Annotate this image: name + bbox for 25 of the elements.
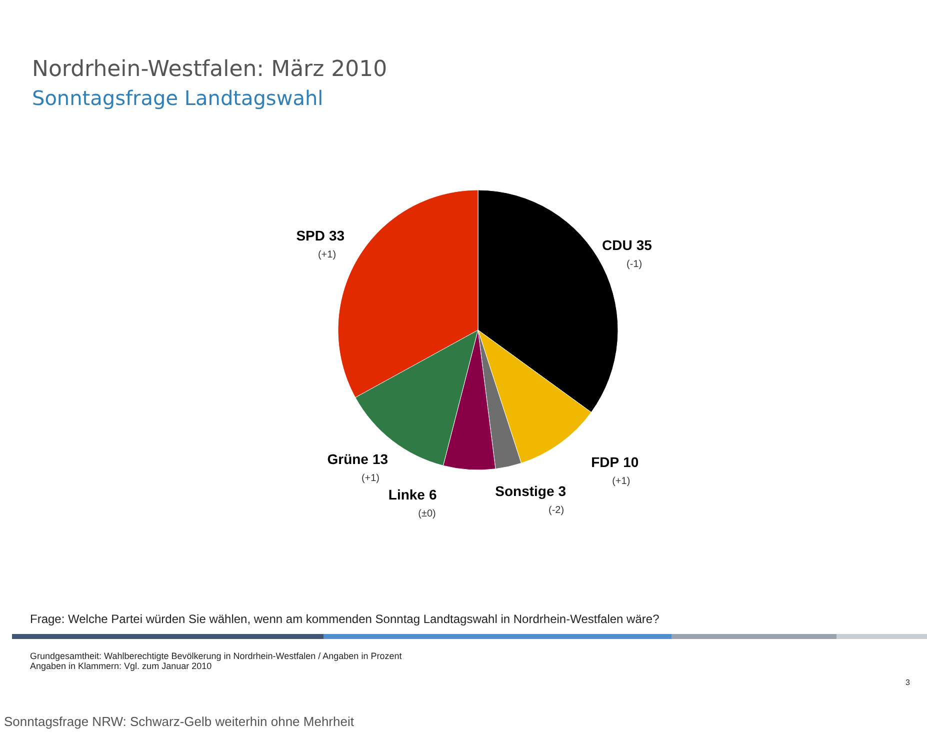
data-label: 6: [428, 486, 437, 503]
data-label: 35: [636, 236, 652, 253]
text: Frage: Welche Partei würden Sie wählen, wenn am kommenden Sonntag Landtagswahl in Nordrhein-Westfalen wäre?: [30, 612, 660, 626]
text: (+1): [361, 472, 380, 484]
text: (-2): [548, 504, 564, 516]
text: (+1): [612, 476, 630, 488]
data-label: 33: [328, 227, 345, 244]
text: Angaben in Klammern: Vgl. zum Januar 2010: [30, 661, 213, 671]
data-label: 10: [623, 454, 639, 470]
text: 3: [906, 678, 910, 687]
data-label: 3: [558, 482, 566, 499]
slice-label: SPD: [296, 227, 325, 244]
slice-label: FDP: [591, 454, 620, 470]
chart-subtitle: Sonntagsfrage Landtagswahl: [32, 86, 324, 110]
chart-title: Nordrhein-Westfalen: März 2010: [32, 57, 388, 82]
slice-label: Linke: [388, 486, 426, 503]
data-label: 13: [372, 450, 388, 467]
text: (±0): [418, 508, 436, 520]
slice-label: Grüne: [327, 450, 369, 467]
text: (-1): [626, 258, 642, 270]
text: Grundgesamtheit: Wahlberechtigte Bevölkerung in Nordrhein-Westfalen / Angaben in Prozent: [30, 651, 403, 661]
slice-label: CDU: [602, 236, 632, 253]
slice-label: Sonstige: [495, 482, 554, 499]
text: (+1): [318, 249, 336, 260]
text: Sonntagsfrage NRW: Schwarz-Gelb weiterhin ohne Mehrheit: [4, 714, 354, 729]
